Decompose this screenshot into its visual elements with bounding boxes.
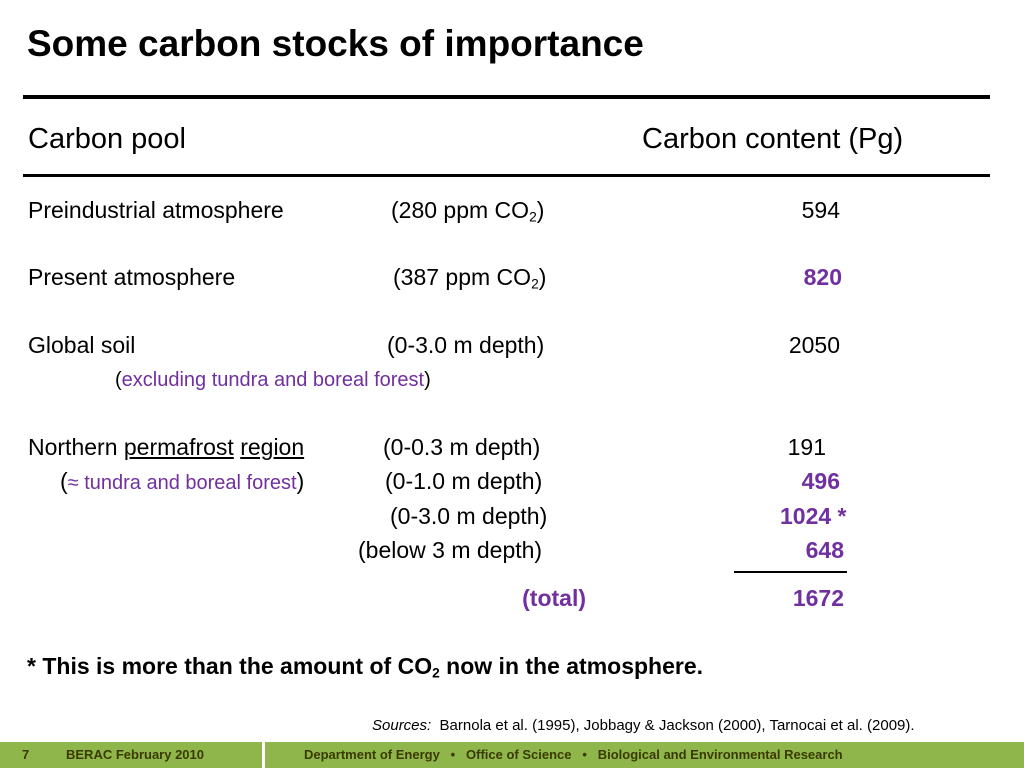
permafrost-value-4: 648 xyxy=(805,537,844,563)
permafrost-depth-1: (0-0.3 m depth) xyxy=(383,434,541,460)
preindustrial-value: 594 xyxy=(801,197,840,223)
preindustrial-label: Preindustrial atmosphere xyxy=(28,197,284,223)
sum-rule xyxy=(734,571,847,573)
permafrost-value-3: 1024 * xyxy=(780,503,847,529)
slide-title: Some carbon stocks of importance xyxy=(27,23,644,64)
permafrost-qualifier: (≈ tundra and boreal forest) xyxy=(60,468,305,494)
permafrost-value-2: 496 xyxy=(801,468,840,494)
permafrost-label: Northern permafrost region xyxy=(28,434,305,460)
slide-number: 7 xyxy=(22,747,30,762)
total-value: 1672 xyxy=(792,585,844,611)
present-value: 820 xyxy=(803,264,842,290)
title-rule xyxy=(23,95,990,99)
soil-value: 2050 xyxy=(788,332,840,358)
soil-qualifier: (excluding tundra and boreal forest) xyxy=(115,369,431,391)
footer-event: BERAC February 2010 xyxy=(66,747,204,762)
carbon-content-header: Carbon content (Pg) xyxy=(642,123,904,155)
preindustrial-note: (280 ppm CO2) xyxy=(391,197,545,225)
footer-org: Department of Energy • Office of Science… xyxy=(304,747,843,762)
total-label: (total) xyxy=(522,585,586,611)
sources: Sources: Barnola et al. (1995), Jobbagy … xyxy=(372,717,915,734)
footnote: * This is more than the amount of CO2 no… xyxy=(27,653,704,681)
present-note: (387 ppm CO2) xyxy=(393,264,547,292)
soil-label: Global soil xyxy=(28,332,136,358)
permafrost-value-1: 191 xyxy=(787,434,826,460)
permafrost-depth-3: (0-3.0 m depth) xyxy=(390,503,548,529)
footer-bar xyxy=(0,742,1024,768)
permafrost-depth-2: (0-1.0 m depth) xyxy=(385,468,543,494)
permafrost-depth-4: (below 3 m depth) xyxy=(358,537,543,563)
present-label: Present atmosphere xyxy=(28,264,236,290)
footer-divider xyxy=(262,742,265,768)
soil-depth: (0-3.0 m depth) xyxy=(387,332,545,358)
carbon-pool-header: Carbon pool xyxy=(28,123,186,155)
header-rule xyxy=(23,174,990,177)
